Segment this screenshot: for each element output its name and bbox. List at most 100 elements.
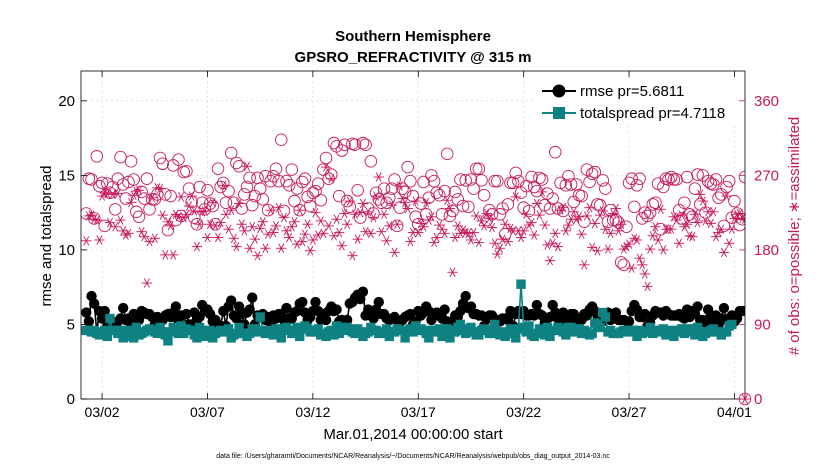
- assimilated-point: [112, 188, 124, 199]
- x-axis-label: Mar.01,2014 00:00:00 start: [323, 426, 503, 443]
- totalspread-point: [666, 325, 676, 336]
- assimilated-point: [571, 214, 582, 224]
- totalspread-point: [231, 328, 242, 339]
- possible-point: [599, 182, 612, 195]
- totalspread-point: [513, 324, 524, 334]
- legend: rmse pr=5.6811 totalspread pr=4.7118: [535, 78, 739, 126]
- possible-point: [211, 162, 225, 175]
- y-right-tick-label: 270: [754, 167, 779, 184]
- assimilated-point: [115, 215, 126, 225]
- possible-point: [275, 133, 288, 146]
- possible-point: [722, 174, 736, 188]
- possible-point: [90, 150, 104, 163]
- assimilated-point: [705, 218, 716, 229]
- possible-point: [296, 175, 309, 189]
- possible-point: [686, 210, 699, 224]
- possible-point: [256, 193, 270, 206]
- possible-point: [404, 174, 417, 188]
- assimilated-point: [165, 221, 176, 231]
- assimilated-point: [241, 161, 253, 171]
- assimilated-point: [478, 221, 490, 231]
- totalspread-point: [252, 327, 263, 337]
- possible-point: [625, 172, 638, 185]
- assimilated-point: [605, 228, 616, 239]
- assimilated-point: [265, 205, 276, 215]
- assimilated-point: [534, 210, 545, 220]
- assimilated-point: [149, 233, 160, 244]
- data-file-footnote: data file: /Users/gharamti/Documents/NCA…: [216, 453, 610, 460]
- assimilated-point: [550, 228, 561, 239]
- assimilated-point: [104, 217, 116, 228]
- possible-point: [628, 200, 641, 214]
- possible-point: [546, 192, 559, 205]
- assimilated-point: [228, 233, 240, 244]
- assimilated-point: [276, 243, 287, 253]
- rmse-point: [557, 307, 569, 318]
- totalspread-point: [397, 325, 408, 336]
- assimilated-point: [597, 206, 608, 216]
- assimilated-point: [521, 209, 532, 220]
- rmse-point: [181, 308, 192, 320]
- possible-point: [383, 191, 396, 204]
- possible-point: [201, 184, 214, 197]
- assimilated-point: [413, 227, 424, 238]
- assimilated-point: [492, 249, 503, 259]
- possible-point: [525, 170, 538, 184]
- totalspread-point: [129, 333, 139, 343]
- y-axis-right-label: # of obs: o=possible; ∗=assimilated: [786, 117, 803, 356]
- possible-point: [259, 169, 272, 183]
- possible-point: [469, 162, 483, 175]
- assimilated-point: [634, 253, 645, 263]
- assimilated-point: [320, 162, 332, 172]
- assimilated-point: [239, 226, 250, 236]
- y-left-tick-label: 5: [67, 316, 75, 333]
- possible-point: [609, 213, 623, 227]
- chart-subtitle: GPSRO_REFRACTIVITY @ 315 m: [295, 49, 532, 66]
- possible-point: [108, 203, 122, 216]
- possible-point: [224, 146, 238, 160]
- plot-frame: [80, 70, 746, 400]
- totalspread-point: [152, 328, 163, 339]
- possible-point: [688, 182, 702, 195]
- assimilated-point: [610, 203, 622, 214]
- possible-point: [501, 198, 515, 211]
- assimilated-point: [231, 241, 242, 252]
- possible-point: [114, 150, 127, 164]
- totalspread-point: [437, 331, 447, 342]
- possible-point: [409, 210, 422, 224]
- assimilated-point: [175, 192, 187, 202]
- possible-point: [132, 210, 146, 224]
- possible-point: [356, 136, 370, 150]
- y-right-tick-label: 360: [754, 93, 779, 110]
- assimilated-point: [368, 212, 379, 223]
- possible-point: [243, 171, 256, 185]
- totalspread-point: [234, 322, 244, 333]
- totalspread-point: [445, 333, 455, 343]
- x-tick-label: 03/07: [190, 404, 225, 420]
- possible-point: [172, 153, 185, 166]
- assimilated-point: [676, 210, 687, 220]
- y-left-tick-label: 15: [58, 167, 75, 184]
- assimilated-point: [339, 208, 350, 219]
- totalspread-point: [115, 325, 126, 336]
- totalspread-point: [542, 322, 553, 333]
- assimilated-point: [444, 203, 456, 214]
- possible-point: [709, 173, 723, 186]
- assimilated-point: [154, 183, 166, 194]
- assimilated-point: [244, 243, 255, 253]
- rmse-point: [83, 316, 95, 327]
- assimilated-point: [426, 212, 437, 222]
- assimilated-point: [207, 197, 218, 208]
- totalspread-point: [292, 322, 302, 333]
- assimilated-point: [468, 227, 479, 238]
- rmse-point: [244, 304, 255, 315]
- totalspread-point: [629, 325, 640, 336]
- assimilated-point: [502, 236, 514, 247]
- possible-point: [143, 203, 156, 216]
- assimilated-point: [679, 221, 690, 232]
- totalspread-point: [489, 319, 500, 330]
- assimilated-point: [194, 219, 205, 229]
- ticks: 03/02 03/07 03/12 03/17 03/22 03/27 04/0105101…: [58, 71, 779, 420]
